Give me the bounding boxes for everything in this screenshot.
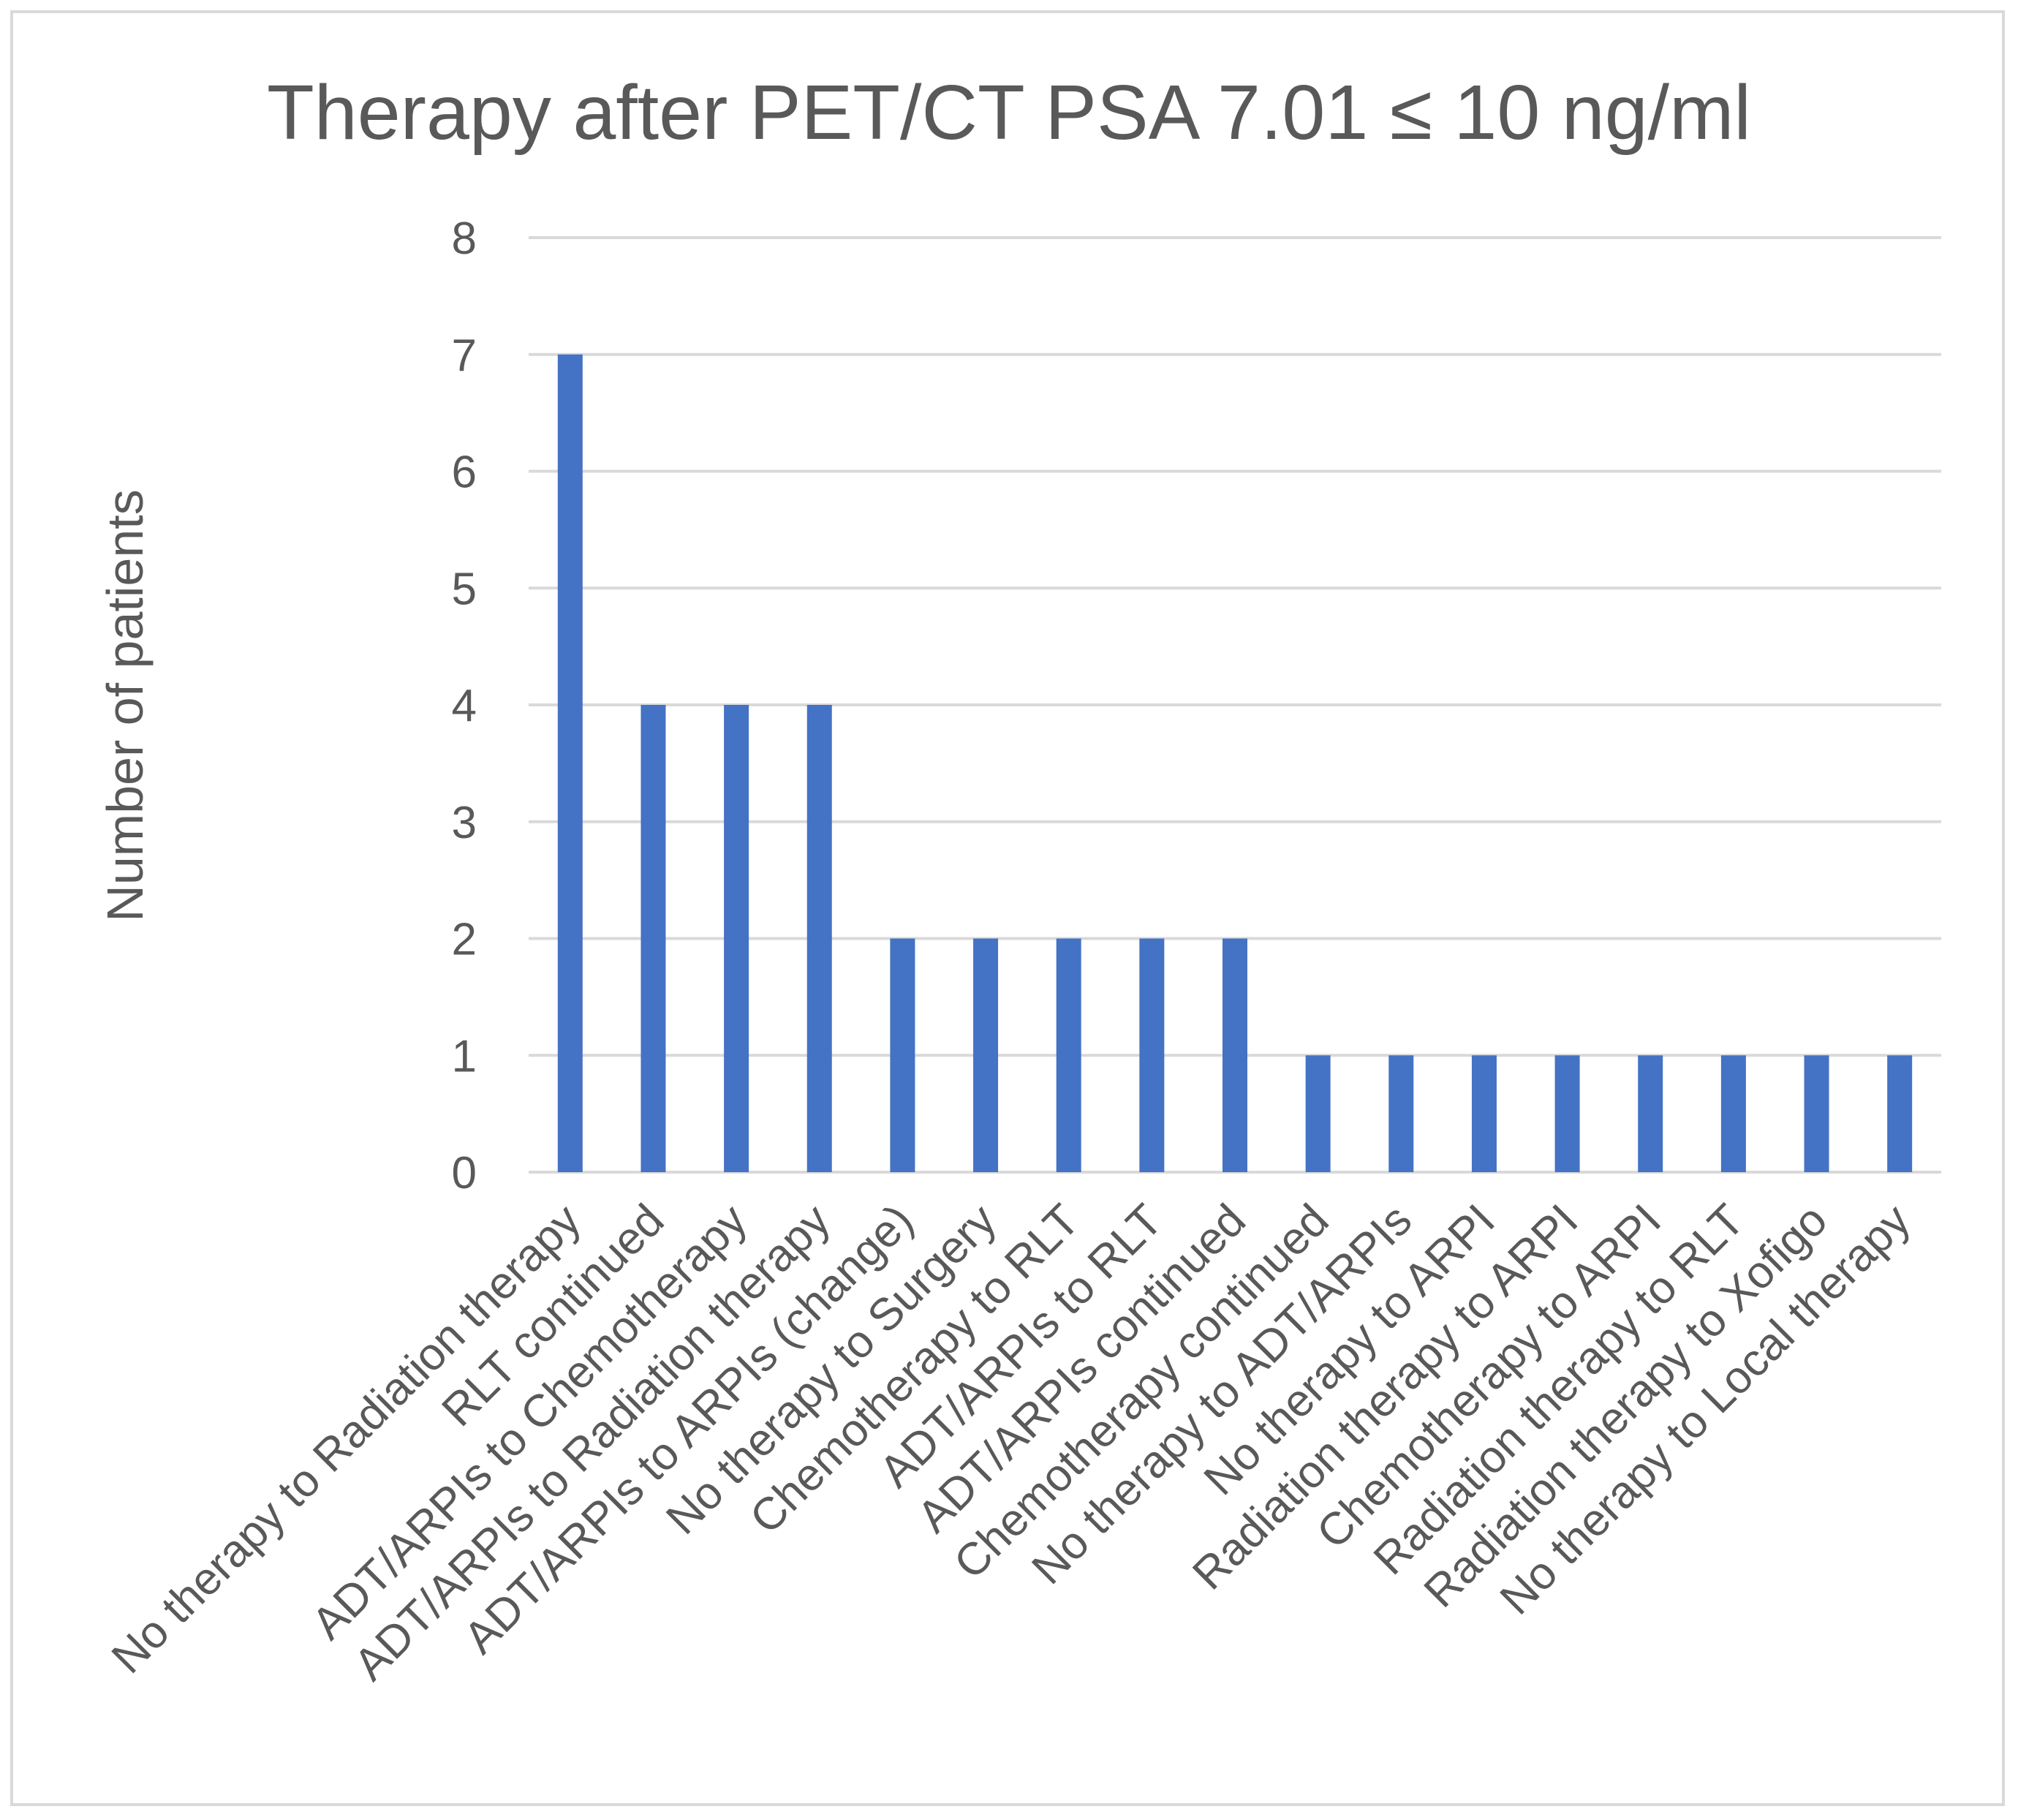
bar [1139, 938, 1165, 1172]
bar [890, 938, 915, 1172]
y-tick-label: 5 [452, 564, 477, 614]
y-tick-label: 1 [452, 1031, 477, 1081]
bar [724, 705, 749, 1172]
bar [1222, 938, 1247, 1172]
y-tick-label: 4 [452, 681, 477, 731]
bar [1720, 1055, 1746, 1172]
y-tick-label: 6 [452, 448, 477, 498]
y-tick-label: 0 [452, 1148, 477, 1198]
y-tick-label: 8 [452, 214, 477, 264]
y-axis-ticks: 0 1 2 3 4 5 6 7 8 [452, 214, 477, 1198]
bar [1471, 1055, 1497, 1172]
bar [557, 354, 583, 1172]
bar [640, 705, 666, 1172]
bar [1638, 1055, 1663, 1172]
y-tick-label: 7 [452, 331, 477, 381]
chart-frame [10, 10, 2005, 1806]
y-tick-label: 3 [452, 798, 477, 848]
y-tick-label: 2 [452, 915, 477, 965]
bar [1887, 1055, 1913, 1172]
y-axis-label: Number of patients [97, 489, 154, 921]
bar [1305, 1055, 1331, 1172]
gridlines [529, 236, 1941, 1174]
bar [1554, 1055, 1580, 1172]
bar [1804, 1055, 1829, 1172]
bar [973, 938, 999, 1172]
bar [1056, 938, 1081, 1172]
bar [1388, 1055, 1414, 1172]
bars [557, 354, 1913, 1172]
bar [806, 705, 832, 1172]
chart-title: Therapy after PET/CT PSA 7.01 ≤ 10 ng/ml [267, 69, 1751, 156]
